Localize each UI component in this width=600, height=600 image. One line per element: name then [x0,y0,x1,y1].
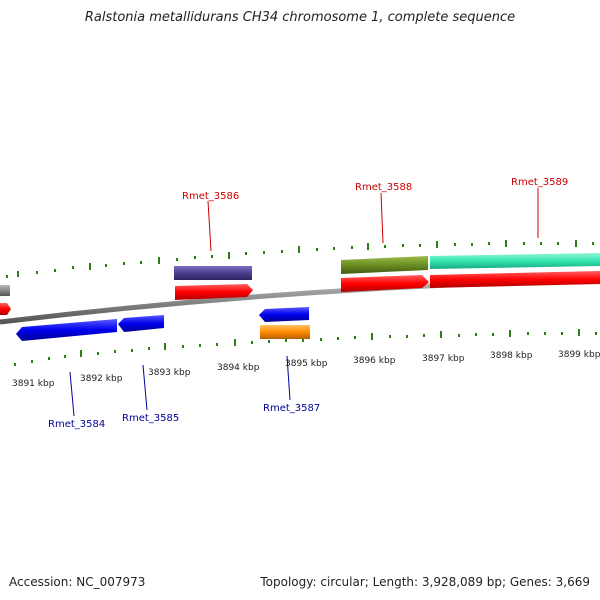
gene-rmet-3588-red[interactable] [341,275,429,292]
tick-label-3899: 3899 kbp [558,350,600,360]
tick-label-3891: 3891 kbp [12,379,55,389]
tick-label-3894: 3894 kbp [217,363,260,373]
label-rmet-3585: Rmet_3585 [122,413,179,424]
map-title: Ralstonia metallidurans CH34 chromosome … [84,10,516,25]
gene-rmet-3588-olive[interactable] [341,256,428,274]
gene-rmet-3587-blue[interactable] [259,307,309,322]
gene-rmet-3586-red[interactable] [175,284,253,300]
gene-rmet-3585[interactable] [118,315,164,332]
label-leaders [69,188,539,417]
gene-rmet-3584[interactable] [16,319,117,341]
outer-tick-marks [6,240,594,278]
genome-stats-text: Topology: circular; Length: 3,928,089 bp… [260,575,590,589]
tick-label-3897: 3897 kbp [422,354,465,364]
gene-rmet-3589-teal[interactable] [430,253,600,269]
gene-rmet-3589-red[interactable] [430,271,600,288]
gene-partial-red[interactable] [0,303,11,315]
label-rmet-3584: Rmet_3584 [48,419,105,430]
gene-rmet-3587-orange[interactable] [260,325,310,339]
label-rmet-3588: Rmet_3588 [355,182,412,193]
gene-partial-gray[interactable] [0,285,10,296]
tick-label-3898: 3898 kbp [490,351,533,361]
gene-rmet-3586-purple[interactable] [174,266,252,280]
tick-label-3895: 3895 kbp [285,359,328,369]
label-rmet-3587: Rmet_3587 [263,403,320,414]
tick-label-3893: 3893 kbp [148,368,191,378]
label-rmet-3589: Rmet_3589 [511,177,568,188]
accession-text: Accession: NC_007973 [9,575,146,589]
tick-label-3896: 3896 kbp [353,356,396,366]
tick-label-3892: 3892 kbp [80,374,123,384]
label-rmet-3586: Rmet_3586 [182,191,239,202]
